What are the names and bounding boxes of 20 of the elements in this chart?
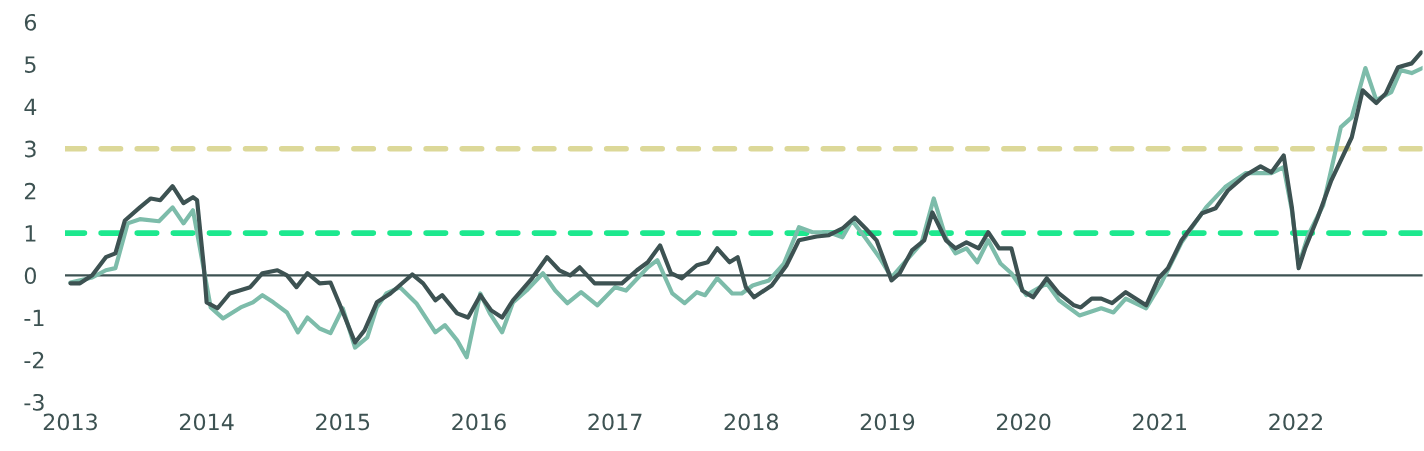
x-tick-label: 2016 bbox=[452, 413, 506, 431]
x-tick-label: 2022 bbox=[1269, 413, 1322, 431]
x-tick-label: 2018 bbox=[724, 413, 779, 431]
y-tick-label: 6 bbox=[24, 13, 37, 31]
y-tick-label: 3 bbox=[25, 140, 36, 158]
x-tick-label: 2014 bbox=[179, 413, 234, 431]
x-tick-label: 2017 bbox=[588, 413, 642, 431]
y-tick-label: -3 bbox=[24, 393, 44, 411]
x-tick-label: 2015 bbox=[316, 413, 370, 431]
x-tick-label: 2019 bbox=[860, 413, 915, 431]
x-tick-label: 2020 bbox=[996, 413, 1051, 431]
y-tick-label: 5 bbox=[25, 56, 36, 73]
y-tick-label: -1 bbox=[24, 309, 44, 326]
y-tick-label: -2 bbox=[24, 351, 44, 369]
x-tick-label: 2013 bbox=[43, 413, 97, 431]
y-tick-label: 2 bbox=[24, 182, 36, 200]
y-tick-label: 1 bbox=[25, 225, 36, 242]
x-tick-label: 2021 bbox=[1133, 413, 1186, 431]
y-tick-label: 0 bbox=[24, 267, 36, 285]
y-tick-label: 4 bbox=[24, 98, 37, 115]
